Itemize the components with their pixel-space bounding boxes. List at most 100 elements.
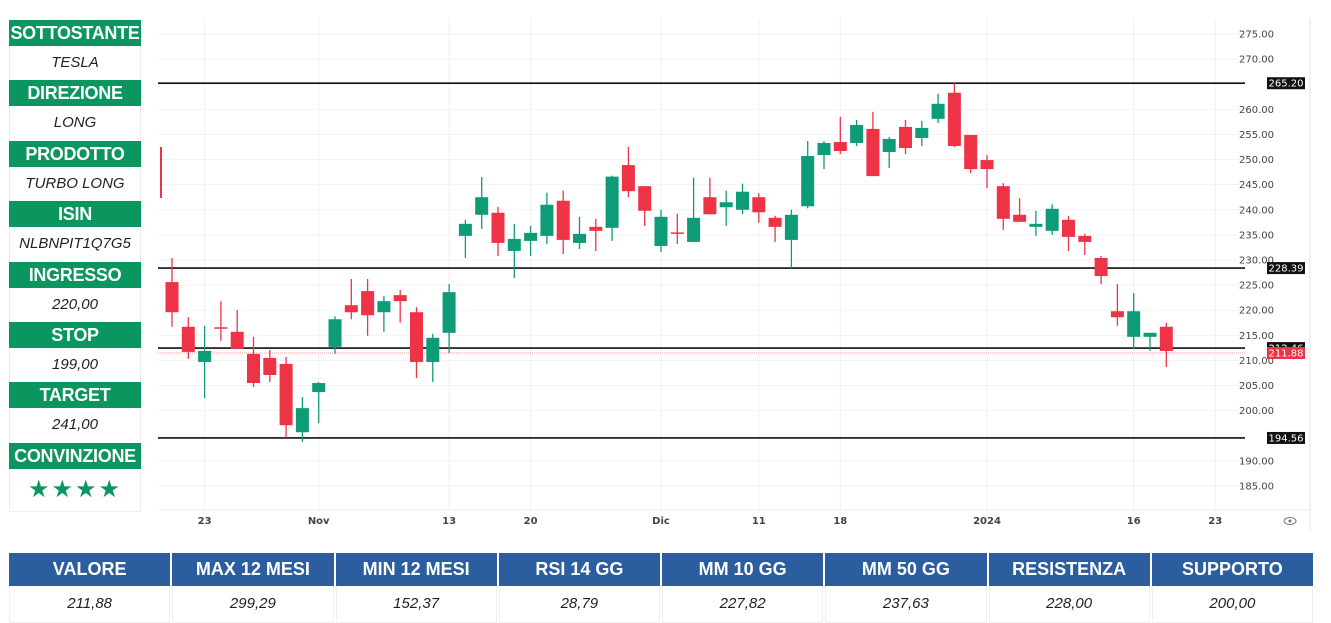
candle (964, 134, 978, 174)
candle (410, 307, 423, 379)
candle-body (882, 138, 896, 153)
candle-body (524, 232, 538, 241)
candle (230, 310, 244, 349)
candle-body (312, 383, 326, 393)
candle (540, 192, 554, 244)
candle (947, 83, 961, 147)
candle (703, 177, 717, 215)
candle-body (556, 200, 570, 240)
star-rating-icon: ★★★★ (9, 468, 141, 512)
candle (801, 140, 815, 209)
candle-body (654, 216, 668, 246)
candle-body (491, 212, 505, 243)
candle-body (279, 363, 293, 426)
y-tick-label: 245.00 (1239, 180, 1274, 191)
y-tick-label: 220.00 (1239, 306, 1274, 317)
panel-label: ISIN (9, 201, 141, 228)
candle (573, 216, 586, 249)
candle (279, 356, 293, 438)
x-tick-label: 20 (524, 516, 538, 527)
table-value: 228,00 (988, 586, 1150, 623)
x-tick-label: 18 (833, 516, 847, 527)
stats-table: VALORE MAX 12 MESI MIN 12 MESI RSI 14 GG MM … (9, 553, 1313, 623)
candle (866, 111, 880, 177)
y-tick-label: 205.00 (1239, 381, 1274, 392)
candle (361, 279, 375, 336)
table-header: RSI 14 GG (498, 553, 660, 586)
candle-body (1143, 332, 1157, 337)
x-tick-label: 16 (1127, 516, 1141, 527)
candle (1127, 293, 1141, 349)
candle (719, 190, 733, 226)
candle-body (328, 319, 342, 347)
y-tick-label: 235.00 (1239, 230, 1274, 241)
candle (752, 193, 766, 223)
candle-body (605, 176, 619, 228)
x-tick-label: 2024 (973, 516, 1001, 527)
candle-body (899, 126, 912, 148)
panel-label: SOTTOSTANTE (9, 20, 141, 46)
candle (589, 218, 603, 251)
level-price-tag (1267, 77, 1305, 90)
candle-body (1029, 223, 1043, 227)
candle (931, 93, 945, 123)
candle (1143, 332, 1157, 351)
candle (784, 209, 798, 269)
panel-label: PRODOTTO (9, 140, 141, 167)
eye-outline (1283, 517, 1297, 525)
candle (491, 206, 505, 256)
eye-icon[interactable] (1283, 517, 1297, 525)
table-header: VALORE (9, 553, 171, 586)
panel-value: 199,00 (9, 347, 141, 383)
candle (181, 317, 195, 359)
panel-value: TESLA (9, 46, 141, 81)
candle (654, 209, 668, 252)
panel-label: STOP (9, 321, 141, 348)
table-header: MM 50 GG (825, 553, 987, 586)
table-header: MIN 12 MESI (335, 553, 497, 586)
candle-body (361, 291, 375, 316)
panel-label: DIREZIONE (9, 80, 141, 107)
candle-body (410, 312, 423, 362)
candle-body (931, 103, 945, 119)
candle (524, 225, 538, 256)
candle-body (833, 141, 847, 152)
candle (198, 325, 212, 399)
last-price-label: 211.88 (1269, 348, 1304, 359)
candle-body (719, 202, 733, 208)
candle-body (589, 226, 603, 231)
table-value: 299,29 (172, 586, 334, 623)
candle-body (621, 165, 635, 192)
y-tick-label: 250.00 (1239, 155, 1274, 166)
candle-body (752, 197, 766, 213)
candle-body (214, 327, 228, 329)
table-header: MM 10 GG (662, 553, 824, 586)
y-tick-label: 185.00 (1239, 481, 1274, 492)
candle (442, 284, 456, 353)
candle-body (1078, 235, 1092, 242)
table-header: MAX 12 MESI (172, 553, 334, 586)
candle (605, 175, 619, 241)
candle (736, 183, 749, 215)
table-header: RESISTENZA (988, 553, 1150, 586)
y-tick-label: 190.00 (1239, 456, 1274, 467)
y-tick-label: 275.00 (1239, 30, 1274, 41)
panel-label: INGRESSO (9, 261, 141, 288)
candle (1110, 284, 1124, 326)
candle (556, 190, 570, 254)
y-tick-label: 210.00 (1239, 356, 1274, 367)
candle-body (850, 124, 864, 143)
candle (507, 223, 521, 279)
candle-body (801, 156, 815, 207)
panel-value: TURBO LONG (9, 166, 141, 202)
x-tick-label: 13 (442, 516, 456, 527)
candle-body (230, 331, 244, 349)
table-header: SUPPORTO (1151, 553, 1313, 586)
candle-body (198, 350, 212, 362)
candle (980, 155, 994, 189)
candle (475, 177, 489, 229)
candle (263, 349, 277, 383)
x-tick-label: Nov (308, 516, 330, 527)
panel-value: NLBNPIT1Q7G5 (9, 227, 141, 262)
candle-body (295, 408, 309, 433)
